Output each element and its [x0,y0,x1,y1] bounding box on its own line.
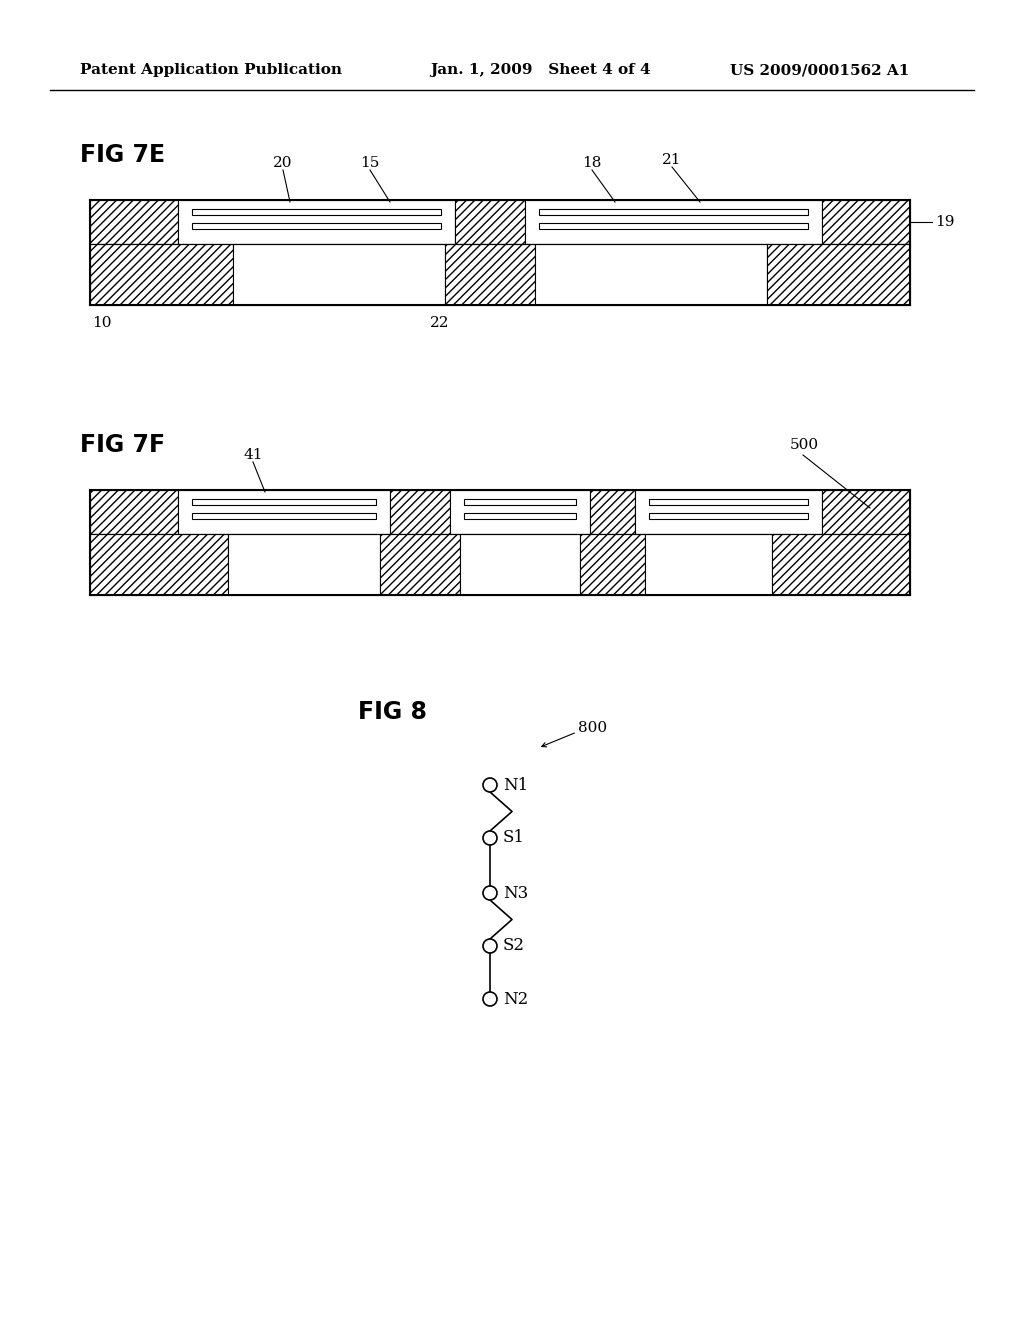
Text: FIG 7E: FIG 7E [80,143,165,168]
Text: 18: 18 [583,156,602,170]
Bar [649,499,808,506]
Bar [390,490,450,535]
Bar [445,244,535,305]
Text: 19: 19 [935,215,954,228]
Circle shape [483,777,497,792]
Text: 15: 15 [360,156,380,170]
Bar [455,201,525,244]
Bar [645,535,772,595]
Text: S1: S1 [503,829,525,846]
Bar [228,535,380,595]
Text: FIG 7F: FIG 7F [80,433,165,457]
Bar [193,513,376,519]
Bar [90,201,178,244]
Circle shape [483,993,497,1006]
Bar [460,535,580,595]
Bar [193,499,376,506]
Text: S2: S2 [503,937,525,954]
Bar [635,490,822,535]
Text: FIG 8: FIG 8 [358,700,427,723]
Text: US 2009/0001562 A1: US 2009/0001562 A1 [730,63,909,77]
Bar [822,201,910,244]
Bar [539,223,808,228]
Bar [178,201,455,244]
Text: 22: 22 [430,315,450,330]
Text: 20: 20 [273,156,293,170]
Text: 800: 800 [578,721,607,735]
Bar [380,535,460,595]
Bar [649,513,808,519]
Text: 500: 500 [790,438,819,451]
Bar [464,513,575,519]
Text: Patent Application Publication: Patent Application Publication [80,63,342,77]
Bar [525,201,822,244]
Text: N3: N3 [503,884,528,902]
Text: N1: N1 [503,776,528,793]
Bar [464,499,575,506]
Text: 21: 21 [663,153,682,168]
Bar [772,535,910,595]
Text: N2: N2 [503,990,528,1007]
Bar [193,223,441,228]
Text: 10: 10 [92,315,112,330]
Circle shape [483,832,497,845]
Bar [539,209,808,215]
Text: Jan. 1, 2009   Sheet 4 of 4: Jan. 1, 2009 Sheet 4 of 4 [430,63,650,77]
Bar [767,244,910,305]
Circle shape [483,939,497,953]
Bar [822,490,910,535]
Bar [233,244,445,305]
Bar [178,490,390,535]
Bar [590,490,635,535]
Bar [535,244,767,305]
Bar [193,209,441,215]
Bar [90,535,228,595]
Bar [90,244,233,305]
Bar [90,490,178,535]
Text: 41: 41 [244,447,263,462]
Bar [450,490,590,535]
Circle shape [483,886,497,900]
Bar [580,535,645,595]
